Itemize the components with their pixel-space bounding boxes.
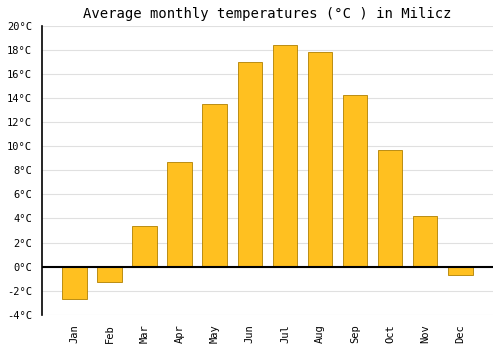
- Bar: [202, 104, 227, 267]
- Bar: [238, 62, 262, 267]
- Bar: [272, 46, 297, 267]
- Title: Average monthly temperatures (°C ) in Milicz: Average monthly temperatures (°C ) in Mi…: [83, 7, 452, 21]
- Bar: [308, 51, 332, 267]
- Bar: [343, 95, 367, 267]
- Bar: [378, 150, 402, 267]
- Bar: [448, 267, 472, 275]
- Bar: [132, 226, 157, 267]
- Bar: [62, 267, 86, 299]
- Bar: [98, 267, 122, 282]
- Bar: [413, 216, 438, 267]
- Bar: [168, 162, 192, 267]
